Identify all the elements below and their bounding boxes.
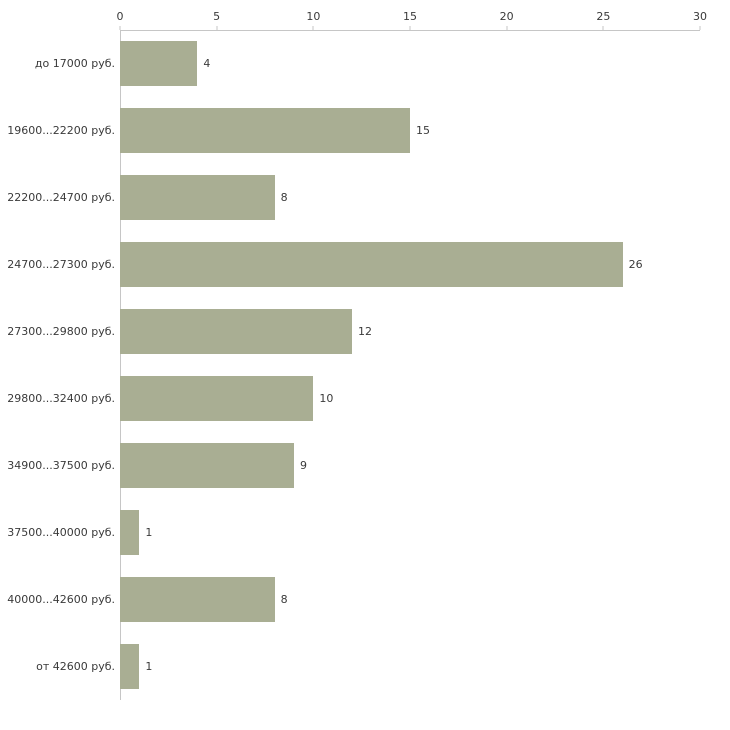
category-label: 19600...22200 руб. — [7, 123, 115, 137]
x-axis-line — [120, 30, 700, 31]
bar — [120, 41, 198, 86]
x-axis-tick-label: 25 — [596, 10, 611, 23]
bar — [120, 309, 352, 354]
bar-row: 29800...32400 руб. 10 — [0, 365, 700, 432]
bar-track: 1 — [120, 499, 700, 566]
bar-row: 22200...24700 руб. 8 — [0, 164, 700, 231]
value-label: 10 — [319, 392, 334, 405]
bar — [120, 376, 314, 421]
x-axis-tick-mark — [409, 26, 411, 30]
category-label: от 42600 руб. — [36, 659, 115, 673]
bar-row: 24700...27300 руб. 26 — [0, 231, 700, 298]
y-axis-line — [120, 30, 121, 700]
bar-row: 19600...22200 руб. 15 — [0, 97, 700, 164]
bar-row: до 17000 руб. 4 — [0, 30, 700, 97]
value-label: 26 — [628, 258, 643, 271]
value-label: 15 — [416, 124, 430, 137]
bar — [120, 175, 275, 220]
x-axis-tick-label: 20 — [499, 10, 514, 23]
bar — [120, 242, 623, 287]
bar-track: 1 — [120, 633, 700, 700]
x-axis-tick-mark — [506, 26, 508, 30]
bar — [120, 577, 275, 622]
x-axis-tick-mark — [602, 26, 604, 30]
value-label: 4 — [203, 57, 211, 70]
x-axis-tick-mark — [699, 26, 701, 30]
bar-row: 27300...29800 руб. 12 — [0, 298, 700, 365]
value-label: 1 — [145, 660, 153, 673]
bar-track: 12 — [120, 298, 700, 365]
value-label: 8 — [280, 593, 288, 606]
bar-row: от 42600 руб. 1 — [0, 633, 700, 700]
x-axis-tick-mark — [312, 26, 314, 30]
value-label: 1 — [145, 526, 153, 539]
x-axis-tick-label: 10 — [306, 10, 321, 23]
bar-row: 40000...42600 руб. 8 — [0, 566, 700, 633]
category-label: 34900...37500 руб. — [7, 458, 115, 472]
x-axis-tick-mark — [119, 26, 121, 30]
value-label: 9 — [300, 459, 307, 472]
bar-track: 26 — [120, 231, 700, 298]
category-label: 22200...24700 руб. — [7, 190, 115, 204]
x-axis-tick-mark — [216, 26, 218, 30]
bar — [120, 644, 140, 689]
bar-track: 9 — [120, 432, 700, 499]
x-axis-tick-label: 15 — [403, 10, 417, 23]
value-label: 12 — [358, 325, 372, 338]
category-label: 24700...27300 руб. — [7, 257, 115, 271]
x-axis-tick-label: 0 — [116, 10, 124, 23]
bar-track: 10 — [120, 365, 700, 432]
category-label: 37500...40000 руб. — [7, 525, 115, 539]
category-label: до 17000 руб. — [34, 56, 115, 70]
plot-area: до 17000 руб. 4 19600...22200 руб. 15 22200.… — [0, 30, 700, 700]
x-axis-tick-label: 5 — [213, 10, 221, 23]
x-axis: 0 5 10 15 20 25 30 — [116, 0, 707, 30]
bar-row: 37500...40000 руб. 1 — [0, 499, 700, 566]
bar-track: 8 — [120, 164, 700, 231]
category-label: 40000...42600 руб. — [7, 592, 115, 606]
x-axis-tick-label: 30 — [693, 10, 707, 23]
bar-row: 34900...37500 руб. 9 — [0, 432, 700, 499]
bar-track: 4 — [120, 30, 700, 97]
bar — [120, 510, 140, 555]
bar-track: 15 — [120, 97, 700, 164]
bar — [120, 108, 410, 153]
category-label: 27300...29800 руб. — [7, 324, 115, 338]
category-label: 29800...32400 руб. — [7, 391, 115, 405]
value-label: 8 — [280, 191, 288, 204]
bar-track: 8 — [120, 566, 700, 633]
bar — [120, 443, 294, 488]
